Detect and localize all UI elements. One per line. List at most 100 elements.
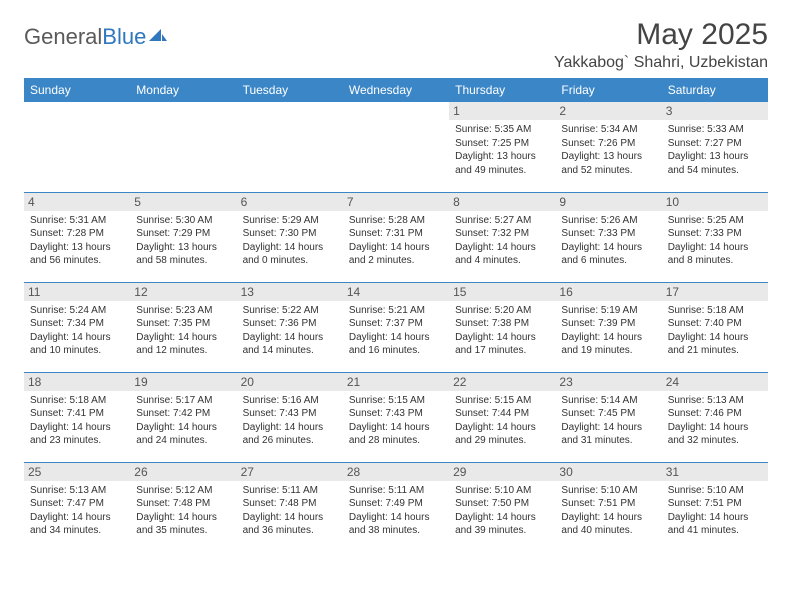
day-number: 20 (237, 373, 343, 391)
calendar-cell: 6Sunrise: 5:29 AMSunset: 7:30 PMDaylight… (237, 192, 343, 282)
weekday-row: SundayMondayTuesdayWednesdayThursdayFrid… (24, 78, 768, 102)
day-number: 13 (237, 283, 343, 301)
day-number: 2 (555, 102, 661, 120)
calendar-week: 4Sunrise: 5:31 AMSunset: 7:28 PMDaylight… (24, 192, 768, 282)
day-number: 9 (555, 193, 661, 211)
day-info: Sunrise: 5:21 AMSunset: 7:37 PMDaylight:… (349, 304, 443, 358)
day-info: Sunrise: 5:10 AMSunset: 7:51 PMDaylight:… (561, 484, 655, 538)
calendar-cell: 26 Sunrise: 5:12 AMSunset: 7:48 PMDayligh… (130, 462, 236, 552)
weekday-header: Friday (555, 78, 661, 102)
day-number: 31 (662, 463, 768, 481)
day-number: 19 (130, 373, 236, 391)
day-info: Sunrise: 5:12 AMSunset: 7:48 PMDaylight:… (136, 484, 230, 538)
calendar-cell: 11 Sunrise: 5:24 AMSunset: 7:34 PMDayligh… (24, 282, 130, 372)
weekday-header: Saturday (662, 78, 768, 102)
calendar-cell: 31Sunrise: 5:10 AMSunset: 7:51 PMDayligh… (662, 462, 768, 552)
calendar-cell: 12 Sunrise: 5:23 AMSunset: 7:35 PMDayligh… (130, 282, 236, 372)
calendar-cell (343, 102, 449, 192)
day-number: 23 (555, 373, 661, 391)
calendar-cell: 1 Sunrise: 5:35 AMSunset: 7:25 PMDaylight… (449, 102, 555, 192)
calendar-cell: 15 Sunrise: 5:20 AMSunset: 7:38 PMDayligh… (449, 282, 555, 372)
day-number: 17 (662, 283, 768, 301)
calendar-week: 18Sunrise: 5:18 AMSunset: 7:41 PMDayligh… (24, 372, 768, 462)
day-number: 11 (24, 283, 130, 301)
calendar-cell: 3 Sunrise: 5:33 AMSunset: 7:27 PMDaylight… (662, 102, 768, 192)
calendar-week: 25 Sunrise: 5:13 AMSunset: 7:47 PMDayligh… (24, 462, 768, 552)
calendar-cell (24, 102, 130, 192)
day-info: Sunrise: 5:28 AMSunset: 7:31 PMDaylight:… (349, 214, 443, 268)
day-info: Sunrise: 5:34 AMSunset: 7:26 PMDaylight:… (561, 123, 655, 177)
day-info: Sunrise: 5:11 AMSunset: 7:48 PMDaylight:… (243, 484, 337, 538)
day-info: Sunrise: 5:10 AMSunset: 7:50 PMDaylight:… (455, 484, 549, 538)
calendar-cell: 10 Sunrise: 5:25 AMSunset: 7:33 PMDayligh… (662, 192, 768, 282)
calendar-cell: 8Sunrise: 5:27 AMSunset: 7:32 PMDaylight… (449, 192, 555, 282)
day-info: Sunrise: 5:24 AMSunset: 7:34 PMDaylight:… (30, 304, 124, 358)
brand-logo: GeneralBlue (24, 18, 167, 50)
page-header: GeneralBlue May 2025 Yakkabog` Shahri, U… (24, 18, 768, 72)
day-info: Sunrise: 5:18 AMSunset: 7:40 PMDaylight:… (668, 304, 762, 358)
day-info: Sunrise: 5:13 AMSunset: 7:47 PMDaylight:… (30, 484, 124, 538)
day-number: 25 (24, 463, 130, 481)
calendar-cell: 29 Sunrise: 5:10 AMSunset: 7:50 PMDayligh… (449, 462, 555, 552)
day-info: Sunrise: 5:27 AMSunset: 7:32 PMDaylight:… (455, 214, 549, 268)
calendar-cell: 13Sunrise: 5:22 AMSunset: 7:36 PMDayligh… (237, 282, 343, 372)
day-number: 29 (449, 463, 555, 481)
calendar-cell: 28 Sunrise: 5:11 AMSunset: 7:49 PMDayligh… (343, 462, 449, 552)
calendar-cell: 17 Sunrise: 5:18 AMSunset: 7:40 PMDayligh… (662, 282, 768, 372)
calendar-week: 1 Sunrise: 5:35 AMSunset: 7:25 PMDaylight… (24, 102, 768, 192)
day-info: Sunrise: 5:13 AMSunset: 7:46 PMDaylight:… (668, 394, 762, 448)
day-info: Sunrise: 5:33 AMSunset: 7:27 PMDaylight:… (668, 123, 762, 177)
calendar-head: SundayMondayTuesdayWednesdayThursdayFrid… (24, 78, 768, 102)
day-number: 27 (237, 463, 343, 481)
brand-part1: General (24, 24, 102, 50)
calendar-cell: 24Sunrise: 5:13 AMSunset: 7:46 PMDayligh… (662, 372, 768, 462)
title-block: May 2025 Yakkabog` Shahri, Uzbekistan (554, 18, 768, 72)
brand-part2: Blue (102, 24, 146, 50)
day-number: 3 (662, 102, 768, 120)
day-info: Sunrise: 5:15 AMSunset: 7:44 PMDaylight:… (455, 394, 549, 448)
calendar-cell: 22 Sunrise: 5:15 AMSunset: 7:44 PMDayligh… (449, 372, 555, 462)
calendar-cell: 4Sunrise: 5:31 AMSunset: 7:28 PMDaylight… (24, 192, 130, 282)
day-number: 15 (449, 283, 555, 301)
calendar-cell: 25 Sunrise: 5:13 AMSunset: 7:47 PMDayligh… (24, 462, 130, 552)
day-info: Sunrise: 5:35 AMSunset: 7:25 PMDaylight:… (455, 123, 549, 177)
weekday-header: Tuesday (237, 78, 343, 102)
weekday-header: Thursday (449, 78, 555, 102)
calendar-page: GeneralBlue May 2025 Yakkabog` Shahri, U… (0, 0, 792, 568)
location-text: Yakkabog` Shahri, Uzbekistan (554, 54, 768, 72)
day-info: Sunrise: 5:20 AMSunset: 7:38 PMDaylight:… (455, 304, 549, 358)
day-number: 5 (130, 193, 236, 211)
day-number: 10 (662, 193, 768, 211)
weekday-header: Monday (130, 78, 236, 102)
calendar-cell: 21Sunrise: 5:15 AMSunset: 7:43 PMDayligh… (343, 372, 449, 462)
weekday-header: Wednesday (343, 78, 449, 102)
day-info: Sunrise: 5:25 AMSunset: 7:33 PMDaylight:… (668, 214, 762, 268)
day-info: Sunrise: 5:16 AMSunset: 7:43 PMDaylight:… (243, 394, 337, 448)
sail-icon (149, 27, 167, 41)
day-info: Sunrise: 5:31 AMSunset: 7:28 PMDaylight:… (30, 214, 124, 268)
day-info: Sunrise: 5:23 AMSunset: 7:35 PMDaylight:… (136, 304, 230, 358)
calendar-cell: 23Sunrise: 5:14 AMSunset: 7:45 PMDayligh… (555, 372, 661, 462)
calendar-cell (237, 102, 343, 192)
day-number: 1 (449, 102, 555, 120)
calendar-cell (130, 102, 236, 192)
calendar-cell: 14Sunrise: 5:21 AMSunset: 7:37 PMDayligh… (343, 282, 449, 372)
day-info: Sunrise: 5:17 AMSunset: 7:42 PMDaylight:… (136, 394, 230, 448)
day-number: 12 (130, 283, 236, 301)
day-info: Sunrise: 5:19 AMSunset: 7:39 PMDaylight:… (561, 304, 655, 358)
calendar-cell: 9 Sunrise: 5:26 AMSunset: 7:33 PMDaylight… (555, 192, 661, 282)
calendar-cell: 27 Sunrise: 5:11 AMSunset: 7:48 PMDayligh… (237, 462, 343, 552)
day-info: Sunrise: 5:26 AMSunset: 7:33 PMDaylight:… (561, 214, 655, 268)
day-info: Sunrise: 5:11 AMSunset: 7:49 PMDaylight:… (349, 484, 443, 538)
weekday-header: Sunday (24, 78, 130, 102)
calendar-cell: 5Sunrise: 5:30 AMSunset: 7:29 PMDaylight… (130, 192, 236, 282)
day-number: 21 (343, 373, 449, 391)
day-number: 22 (449, 373, 555, 391)
day-number: 30 (555, 463, 661, 481)
day-number: 28 (343, 463, 449, 481)
day-number: 26 (130, 463, 236, 481)
day-number: 16 (555, 283, 661, 301)
calendar-cell: 30 Sunrise: 5:10 AMSunset: 7:51 PMDayligh… (555, 462, 661, 552)
calendar-cell: 7Sunrise: 5:28 AMSunset: 7:31 PMDaylight… (343, 192, 449, 282)
calendar-cell: 20 Sunrise: 5:16 AMSunset: 7:43 PMDayligh… (237, 372, 343, 462)
